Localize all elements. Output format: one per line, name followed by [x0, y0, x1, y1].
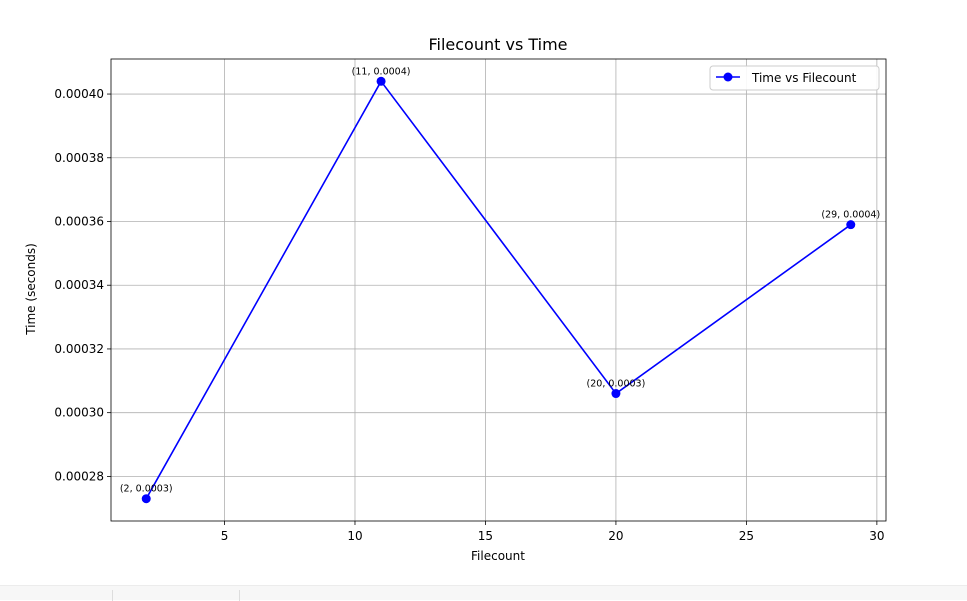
strip-divider	[239, 590, 240, 601]
data-point-label: (2, 0.0003)	[120, 484, 173, 495]
y-tick-label: 0.00038	[54, 151, 104, 165]
data-point	[846, 220, 856, 230]
x-tick-label: 25	[739, 529, 754, 543]
legend-label: Time vs Filecount	[751, 71, 857, 85]
x-axis-label: Filecount	[471, 549, 525, 563]
y-tick-label: 0.00032	[54, 342, 104, 356]
strip-divider	[112, 590, 113, 601]
x-tick-label: 5	[221, 529, 229, 543]
legend: Time vs Filecount	[709, 65, 880, 91]
legend-marker-swatch	[723, 72, 733, 82]
y-tick-label: 0.00034	[54, 278, 104, 292]
series-line	[145, 80, 852, 500]
figure-background	[0, 0, 967, 585]
data-point-label: (11, 0.0004)	[352, 66, 411, 77]
chart-container: Filecount vs Time 5 10 15 20 25 30 0.00028 0.00…	[0, 0, 967, 585]
x-tick-label: 20	[608, 529, 623, 543]
y-axis-label: Time (seconds)	[24, 243, 38, 336]
x-tick-label: 30	[869, 529, 884, 543]
x-tick-label: 10	[347, 529, 362, 543]
data-point	[611, 389, 621, 399]
y-tick-label: 0.00028	[54, 469, 104, 483]
y-tick-label: 0.00030	[54, 406, 104, 420]
legend-box	[709, 65, 880, 91]
data-point	[376, 76, 386, 86]
axes: 5 10 15 20 25 30 0.00028 0.00030 0.00032 0.00034 0…	[54, 58, 887, 543]
y-tick-label: 0.00040	[54, 87, 104, 101]
data-point-label: (29, 0.0004)	[821, 210, 880, 221]
data-point-label: (20, 0.0003)	[587, 379, 646, 390]
plot-frame	[110, 58, 887, 522]
bottom-toolbar-strip	[0, 585, 967, 601]
data-point	[141, 494, 151, 504]
chart-title: Filecount vs Time	[428, 35, 567, 54]
x-tick-label: 15	[478, 529, 493, 543]
grid	[111, 59, 886, 521]
chart-svg: Filecount vs Time 5 10 15 20 25 30 0.00028 0.00…	[0, 0, 967, 585]
series-layer: (2, 0.0003) (11, 0.0004) (20, 0.0003) (29, …	[120, 66, 880, 504]
y-tick-label: 0.00036	[54, 214, 104, 228]
